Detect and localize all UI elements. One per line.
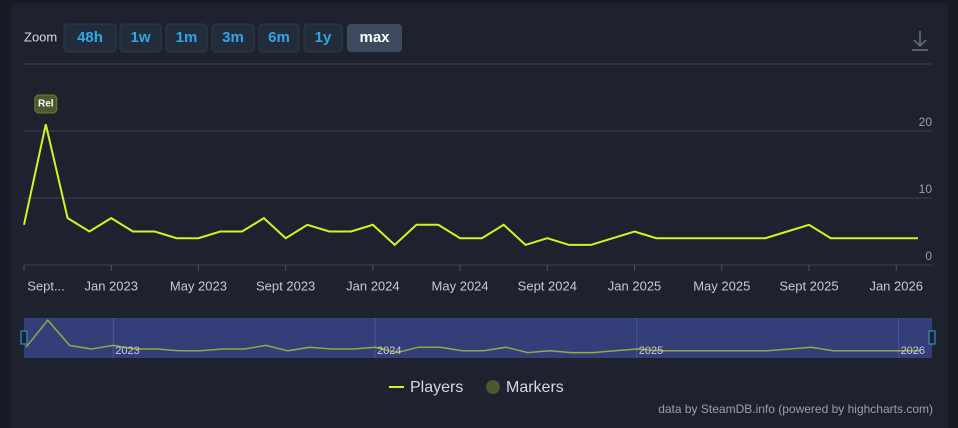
navigator-label: 2023 — [115, 345, 139, 357]
x-tick-label: Sept 2024 — [518, 278, 577, 293]
x-tick-label: Jan 2025 — [608, 278, 662, 293]
zoom-button-label[interactable]: max — [359, 29, 390, 46]
navigator-line — [25, 319, 921, 354]
x-tick-label: Jan 2023 — [84, 278, 138, 293]
y-tick-label: 20 — [919, 115, 933, 129]
zoom-button-label[interactable]: 48h — [77, 29, 103, 46]
zoom-button-label[interactable]: 3m — [222, 29, 244, 46]
zoom-button[interactable] — [63, 23, 117, 53]
zoom-button[interactable] — [303, 23, 343, 53]
x-tick-label: Jan 2026 — [869, 278, 923, 293]
zoom-button[interactable] — [119, 23, 162, 53]
x-tick-label: Jan 2024 — [346, 278, 400, 293]
zoom-label: Zoom — [24, 29, 57, 44]
x-tick-label: Sept 2025 — [779, 278, 838, 293]
legend-marker — [486, 380, 500, 394]
x-tick-label: Sept 2023 — [256, 278, 315, 293]
zoom-button-label[interactable]: 1m — [176, 29, 198, 46]
legend-label[interactable]: Players — [410, 379, 463, 396]
credits: data by SteamDB.info (powered by highcha… — [658, 402, 933, 416]
x-tick-label: May 2024 — [432, 278, 489, 293]
zoom-button[interactable] — [258, 23, 300, 53]
zoom-button[interactable] — [165, 23, 208, 53]
navigator-bg — [24, 318, 932, 358]
marker-flag — [34, 94, 58, 114]
panel — [10, 3, 948, 428]
x-tick-label: Sept... — [27, 278, 65, 293]
x-tick-label: May 2025 — [693, 278, 750, 293]
y-tick-label: 0 — [925, 249, 932, 263]
navigator-handle[interactable] — [20, 330, 28, 345]
navigator-handle[interactable] — [928, 330, 936, 345]
x-tick-label: May 2023 — [170, 278, 227, 293]
zoom-button[interactable] — [347, 24, 402, 52]
zoom-button-label[interactable]: 1w — [130, 29, 150, 46]
zoom-button-label[interactable]: 6m — [268, 29, 290, 46]
legend-label[interactable]: Markers — [506, 379, 564, 396]
zoom-button[interactable] — [211, 23, 255, 53]
zoom-button-label[interactable]: 1y — [315, 29, 332, 46]
series-line — [23, 124, 918, 247]
download-icon[interactable] — [912, 31, 928, 51]
y-tick-label: 10 — [919, 182, 933, 196]
marker-flag-label: Rel — [38, 99, 54, 110]
